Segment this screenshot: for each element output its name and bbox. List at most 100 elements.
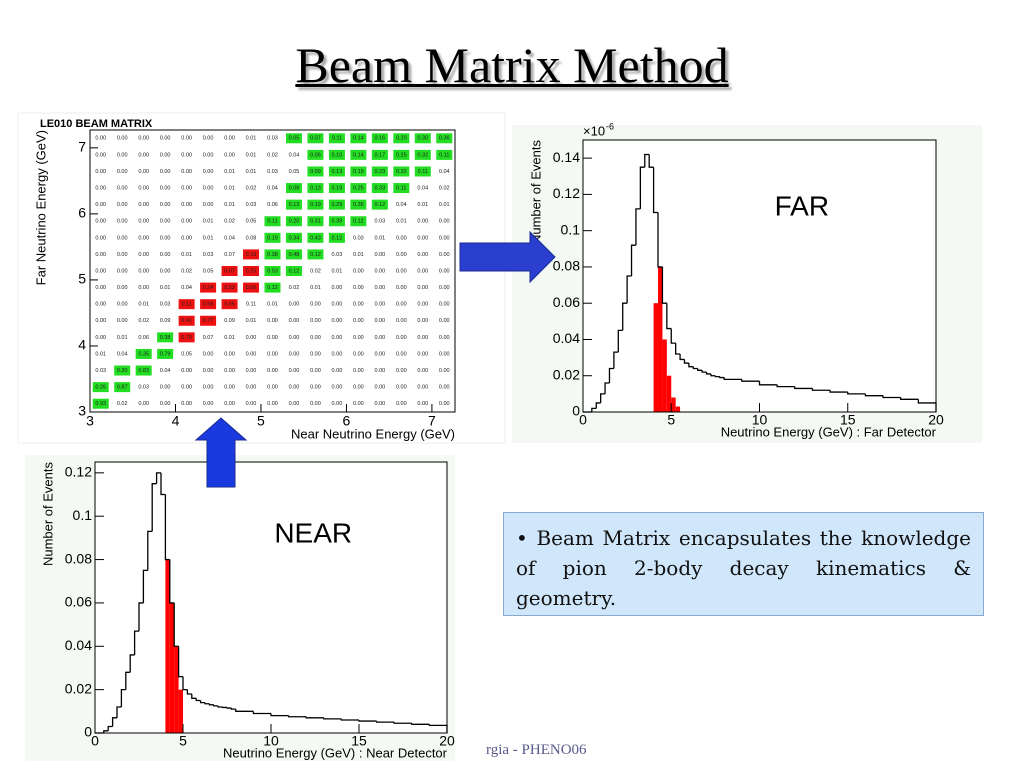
cell-label: 0.00 [289,368,300,374]
cell-highlight [307,133,324,144]
cell-label: 0.01 [138,302,149,308]
cell-label: 0.00 [224,368,235,374]
cell-label: 0.00 [181,202,192,208]
cell-label: 0.01 [224,335,235,341]
y-tick-label: 5 [78,271,86,287]
cell-label: 0.00 [95,235,106,241]
cell-label: 0.02 [224,219,235,225]
x-tick-label: 0 [579,412,587,428]
cell-label: 0.58 [203,302,214,308]
cell-highlight [243,282,260,293]
cell-label: 0.02 [289,285,300,291]
cell-highlight [371,183,388,194]
cell-label: 0.00 [353,318,364,324]
hist-step [688,363,694,368]
cell-highlight [414,133,431,144]
hist-bar [666,375,672,412]
cell-label: 0.13 [332,169,343,175]
cell-label: 0.11 [418,169,428,175]
y-axis-title: Number of Events [40,462,55,567]
cell-label: 0.11 [332,136,342,142]
cell-label: 0.00 [95,252,106,258]
cell-highlight [393,133,410,144]
cell-label: 0.00 [95,186,106,192]
cell-label: 0.00 [138,252,149,258]
cell-label: 0.25 [246,268,257,274]
cell-label: 0.00 [203,152,214,158]
cell-label: 0.56 [246,285,257,291]
hist-step [608,367,614,383]
cell-label: 0.02 [246,186,257,192]
cell-label: 0.00 [439,351,450,357]
cell-label: 0.25 [396,152,407,158]
hist-step [160,472,166,496]
cell-label: 0.04 [181,285,192,291]
hist-step [287,715,307,718]
cell-label: 0.00 [203,202,214,208]
hist-step [173,602,179,647]
cell-label: 0.20 [289,219,300,225]
cell-label: 0.83 [138,368,149,374]
cell-label: 0.00 [181,401,192,407]
y-tick-label: 4 [78,337,86,353]
hist-step [635,208,641,246]
cell-label: 0.00 [374,285,385,291]
y-scale-exponent: -6 [606,121,614,131]
hist-step [741,379,760,382]
cell-label: 0.06 [267,202,278,208]
hist-bar [662,339,667,412]
cell-label: 0.19 [310,202,321,208]
cell-highlight [264,216,281,227]
x-tick-label: 5 [257,413,265,429]
cell-label: 0.05 [203,268,214,274]
cell-label: 0.01 [160,285,171,291]
hist-step [186,689,192,695]
cell-label: 0.13 [289,202,300,208]
cell-highlight [328,149,345,160]
hist-step [213,704,219,707]
hist-step [111,717,117,727]
cell-label: 0.00 [246,335,257,341]
hist-step [705,372,711,375]
cell-label: 0.87 [117,385,128,391]
cell-label: 0.03 [246,202,257,208]
cell-label: 0.00 [374,335,385,341]
cell-label: 0.20 [396,136,407,142]
hist-step [794,386,813,390]
cell-label: 0.00 [310,302,321,308]
cell-label: 0.14 [353,152,364,158]
cell-label: 0.00 [138,202,149,208]
y-tick-label: 0.04 [553,330,580,346]
cell-highlight [92,382,109,393]
cell-label: 0.00 [117,202,128,208]
cell-label: 0.00 [95,302,106,308]
cell-label: 0.35 [353,202,364,208]
hist-step [864,393,884,397]
cell-label: 0.02 [439,186,450,192]
cell-highlight [328,183,345,194]
hist-step [639,166,645,209]
hist-step [622,302,628,331]
cell-label: 0.00 [439,335,450,341]
cell-label: 0.00 [117,268,128,274]
plot-area [95,462,447,733]
cell-highlight [135,365,152,376]
cell-label: 0.77 [203,318,214,324]
cell-label: 0.00 [160,169,171,175]
cell-label: 0.00 [417,285,428,291]
hist-step [723,377,742,381]
cell-label: 0.00 [374,385,385,391]
cell-label: 0.17 [374,152,385,158]
matrix-title: LE010 BEAM MATRIX [40,118,153,130]
cell-label: 0.00 [95,318,106,324]
footer: rgia - PHENO06 [486,742,587,758]
cell-label: 0.34 [289,235,300,241]
y-tick-label: 0.12 [553,185,580,201]
hist-step [882,395,901,399]
hist-step [692,366,698,370]
cell-highlight [135,348,152,359]
cell-label: 0.01 [117,335,128,341]
cell-label: 0.00 [160,136,171,142]
cell-label: 0.09 [224,318,235,324]
cell-label: 0.00 [417,335,428,341]
